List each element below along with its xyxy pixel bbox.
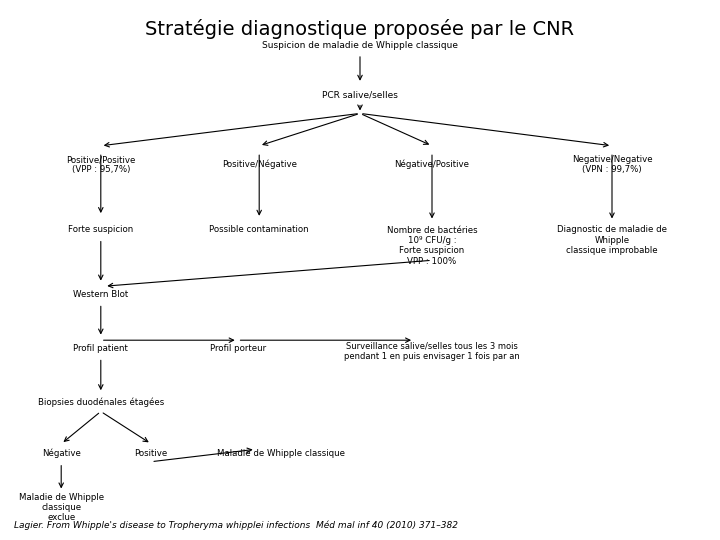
Text: Forte suspicion: Forte suspicion	[68, 225, 133, 234]
Text: Positive/Positive
(VPP : 95,7%): Positive/Positive (VPP : 95,7%)	[66, 155, 135, 174]
Text: Positive/Négative: Positive/Négative	[222, 160, 297, 170]
Text: Biopsies duodénales étagées: Biopsies duodénales étagées	[37, 397, 164, 407]
Text: Nombre de bactéries
10⁹ CFU/g :
Forte suspicion
VPP : 100%: Nombre de bactéries 10⁹ CFU/g : Forte su…	[387, 226, 477, 266]
Text: Profil porteur: Profil porteur	[210, 344, 266, 353]
Text: Suspicion de maladie de Whipple classique: Suspicion de maladie de Whipple classiqu…	[262, 42, 458, 50]
Text: Lagier. From Whipple's disease to Tropheryma whipplei infections  Méd mal inf 40: Lagier. From Whipple's disease to Trophe…	[14, 521, 459, 530]
Text: Négative/Positive: Négative/Positive	[395, 160, 469, 170]
Text: Western Blot: Western Blot	[73, 290, 128, 299]
Text: Positive: Positive	[135, 449, 168, 458]
Text: Negative/Negative
(VPN : 99,7%): Negative/Negative (VPN : 99,7%)	[572, 155, 652, 174]
Text: Surveillance salive/selles tous les 3 mois
pendant 1 en puis envisager 1 fois pa: Surveillance salive/selles tous les 3 mo…	[344, 341, 520, 361]
Text: Maladie de Whipple
classique
exclue: Maladie de Whipple classique exclue	[19, 492, 104, 523]
Text: Maladie de Whipple classique: Maladie de Whipple classique	[217, 449, 345, 458]
Text: Stratégie diagnostique proposée par le CNR: Stratégie diagnostique proposée par le C…	[145, 19, 575, 39]
Text: PCR salive/selles: PCR salive/selles	[322, 90, 398, 99]
Text: Profil patient: Profil patient	[73, 344, 128, 353]
Text: Possible contamination: Possible contamination	[210, 225, 309, 234]
Text: Négative: Négative	[42, 449, 81, 458]
Text: Diagnostic de maladie de
Whipple
classique improbable: Diagnostic de maladie de Whipple classiq…	[557, 225, 667, 255]
